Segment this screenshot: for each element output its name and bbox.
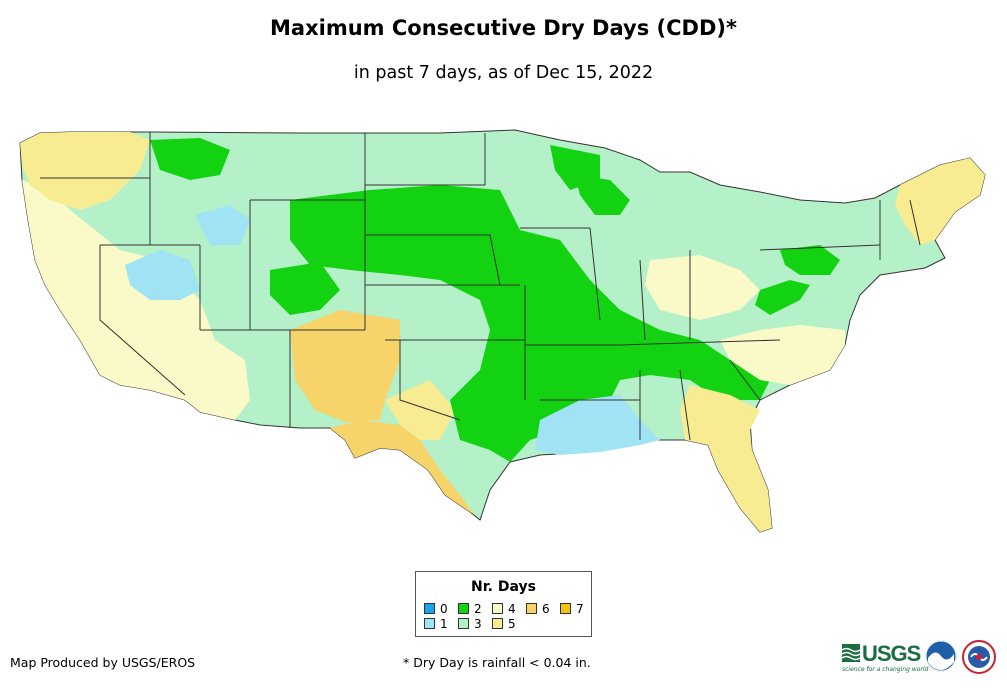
texas-dry-zone: [330, 420, 475, 515]
legend-label: 2: [474, 602, 482, 616]
legend-label: 1: [440, 617, 448, 631]
state-boundaries: [40, 132, 921, 441]
legend-label: 5: [508, 617, 516, 631]
new-england-dry-zone: [895, 158, 985, 245]
legend-swatch: [458, 603, 469, 614]
ohio-valley-dry-zone: [645, 255, 760, 320]
southeast-dry-zone: [680, 385, 772, 532]
nws-logo-icon: [962, 640, 996, 674]
legend-title: Nr. Days: [471, 579, 536, 595]
legend-swatch: [458, 618, 469, 629]
mid-atlantic-dry-zone: [720, 325, 845, 385]
legend-label: 0: [440, 602, 448, 616]
noaa-logo-icon: [925, 640, 957, 672]
usgs-wave-icon: [842, 644, 860, 662]
montana-green-zone: [150, 138, 230, 180]
us-dry-days-map: [19, 129, 986, 533]
west-dry-zone: [22, 180, 250, 420]
map-subtitle: in past 7 days, as of Dec 15, 2022: [353, 63, 654, 83]
legend-swatch: [492, 603, 503, 614]
southwest-orange-zone: [290, 310, 400, 422]
usgs-logo: USGS science for a changing world: [842, 641, 928, 675]
michigan-green-zone: [575, 175, 630, 215]
legend-swatch: [526, 603, 537, 614]
legend: Nr. Days 0 1 2 3 4 5 6 7: [415, 571, 592, 637]
legend-swatch: [424, 603, 435, 614]
appalachia-green-zone: [755, 280, 810, 315]
legend-label: 7: [576, 602, 584, 616]
northwest-yellow-zone: [20, 132, 150, 210]
usgs-wordmark: USGS: [862, 641, 921, 666]
pennsylvania-green-zone: [780, 245, 840, 275]
legend-label: 4: [508, 602, 516, 616]
dry-day-footnote: * Dry Day is rainfall < 0.04 in.: [403, 655, 591, 670]
colorado-green-zone: [270, 262, 340, 315]
legend-label: 6: [542, 602, 550, 616]
legend-swatch: [492, 618, 503, 629]
great-basin-wet-zone: [125, 250, 200, 300]
idaho-wet-zone: [195, 205, 250, 245]
map-credit: Map Produced by USGS/EROS: [10, 655, 196, 670]
plains-green-zone: [290, 185, 770, 462]
usgs-tagline: science for a changing world: [842, 666, 929, 673]
gulf-coast-wet-zone: [535, 395, 660, 455]
map-title: Maximum Consecutive Dry Days (CDD)*: [270, 16, 737, 40]
legend-swatch: [424, 618, 435, 629]
legend-label: 3: [474, 617, 482, 631]
legend-swatch: [560, 603, 571, 614]
west-texas-yellow-zone: [385, 380, 455, 440]
